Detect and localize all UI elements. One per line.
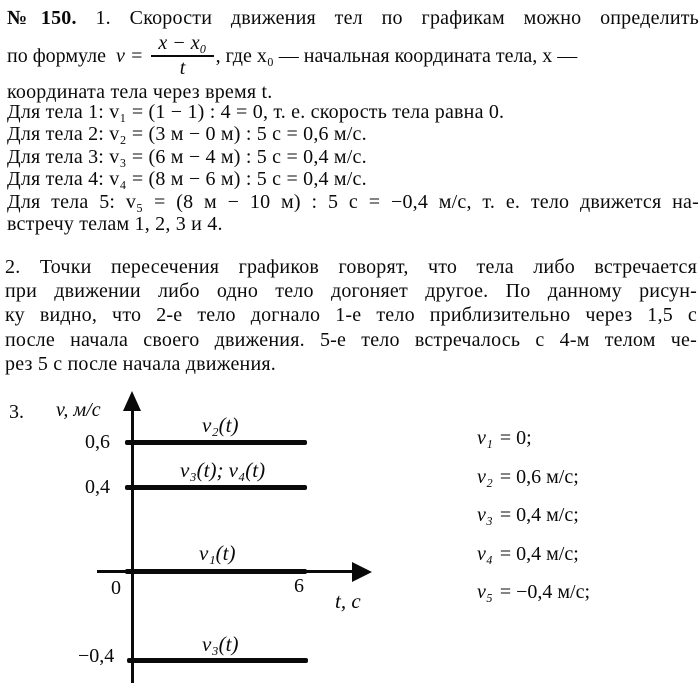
equations-list: v₁ = 0; v₂ = 0,6 м/с; v₃ = 0,4 м/с; v₄ = 0,4… [477,427,590,620]
x-axis-label: t, c [335,589,361,613]
x-tick-6: 6 [294,575,304,597]
equation-v2: v₂ = 0,6 м/с; [477,465,590,488]
origin-label: 0 [111,577,121,599]
equation-v2-lhs: v₂ [477,465,493,488]
fraction-numerator: x − x₀ [151,33,214,57]
y-tick-m0-4: −0,4 [78,645,115,667]
y-axis [131,401,134,683]
equation-v1: v₁ = 0; [477,427,590,449]
intro-line-3: координата тела через время t. [7,81,273,103]
series-label-v5: v₃(t) [202,632,239,656]
equation-v4-rhs: = 0,4 м/с; [499,542,579,565]
y-tick-0-6: 0,6 [85,431,110,453]
series-label-v2: v₂(t) [202,413,239,437]
intro-line-1: №150. 1. Скорости движения тел по график… [7,7,699,30]
equation-v3: v₃ = 0,4 м/с; [477,504,590,527]
equation-v5: v₅ = −0,4 м/с; [477,581,591,604]
series-label-v3v4: v₃(t); v₄(t) [180,458,266,482]
formula-fraction: x − x₀ t [151,33,214,79]
equation-v4: v₄ = 0,4 м/с; [477,542,590,565]
velocity-graph: 3. v, м/с v₂(t) v₃(t); v₄(t) v₁(t) v₃(t)… [0,391,700,687]
paragraph2-line: после начала своего движения. 5-е тело в… [5,328,697,351]
equation-v1-lhs: v₁ [477,427,493,449]
series-line-v1 [125,569,307,574]
formula-lhs: v = [116,44,144,67]
equation-v5-rhs: = −0,4 м/с; [499,581,591,604]
paragraph2-line: при движении либо одно тело догоняет дру… [5,280,697,303]
series-label-v1: v₁(t) [199,541,236,565]
section-marker: 3. [9,401,24,423]
intro-line-1-text: 1. Скорости движения тел по графикам мож… [95,7,699,29]
body-1-line: Для тела 1: v₁ = (1 − 1) : 4 = 0, т. е. … [7,101,505,123]
series-line-v5 [127,658,308,663]
problem-number: №150. [7,7,77,29]
equation-v2-rhs: = 0,6 м/с; [499,465,579,488]
y-axis-arrow-icon [123,391,141,411]
paragraph2-line: ку видно, что 2-е тело догнало 1-е тело … [5,304,697,327]
body-4-line: Для тела 4: v₄ = (8 м − 6 м) : 5 с = 0,4… [7,168,367,191]
formula-row: по формуле v = x − x₀ t , где x₀ — начал… [7,32,577,80]
paragraph2-line-last: рез 5 с после начала движения. [5,352,276,375]
series-line-v3v4 [125,485,307,490]
formula-prefix: по формуле [7,44,106,67]
solution-part-2: 2. Точки пересечения графиков говорят, ч… [5,256,697,377]
x-axis-arrow-icon [352,562,372,582]
solution-part-1: Для тела 1: v₁ = (1 − 1) : 4 = 0, т. е. … [7,101,699,235]
fraction-denominator: t [179,57,186,79]
body-5-line-cont: встречу телам 1, 2, 3 и 4. [7,212,223,235]
body-2-line: Для тела 2: v₂ = (3 м − 0 м) : 5 с = 0,6… [7,123,367,146]
equation-v3-rhs: = 0,4 м/с; [499,504,579,527]
series-line-v2 [125,440,307,445]
equation-v5-lhs: v₅ [477,581,493,604]
equation-v4-lhs: v₄ [477,542,493,565]
formula-suffix: , где x₀ — начальная координата тела, x … [215,44,578,67]
body-3-line: Для тела 3: v₃ = (6 м − 4 м) : 5 с = 0,4… [7,145,367,168]
y-axis-label: v, м/с [56,399,101,421]
body-5-line: Для тела 5: v₅ = (8 м − 10 м) : 5 с = −0… [7,190,699,213]
paragraph2-line: 2. Точки пересечения графиков говорят, ч… [5,256,697,278]
y-tick-0-4: 0,4 [85,476,110,498]
equation-v3-lhs: v₃ [477,504,493,527]
equation-v1-rhs: = 0; [499,427,532,449]
